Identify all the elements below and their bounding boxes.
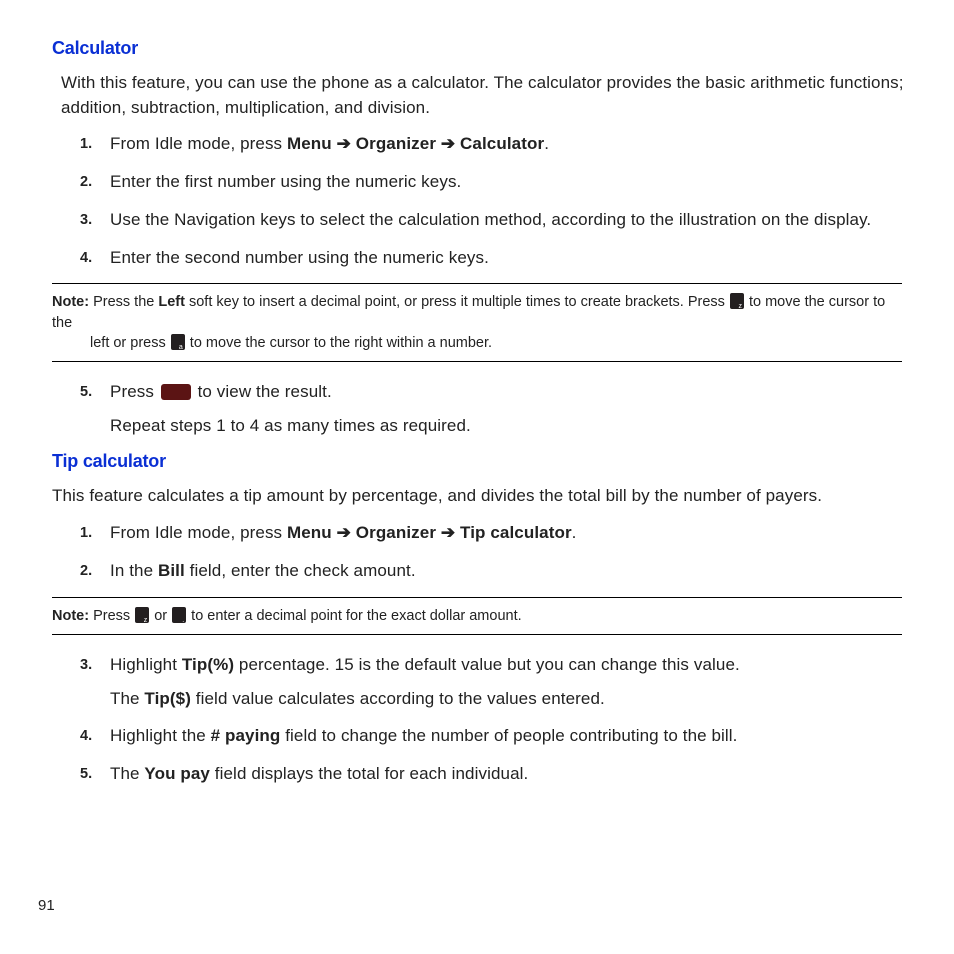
- key-a-icon: [171, 334, 185, 350]
- calc-step-5-sub: Repeat steps 1 to 4 as many times as req…: [110, 413, 916, 439]
- paying-bold: # paying: [211, 726, 281, 745]
- calc-step-3: Use the Navigation keys to select the ca…: [80, 208, 916, 233]
- note-text: to enter a decimal point for the exact d…: [187, 608, 522, 624]
- note-text: to move the cursor to the right within a…: [186, 335, 492, 351]
- calc-step-1: From Idle mode, press Menu ➔ Organizer ➔…: [80, 132, 916, 157]
- tip-calculator-bold: Tip calculator: [460, 523, 572, 542]
- calculator-bold: Calculator: [460, 134, 544, 153]
- tip-step-3-sub: The Tip($) field value calculates accord…: [110, 686, 916, 712]
- calc-step-2: Enter the first number using the numeric…: [80, 170, 916, 195]
- result-button-icon: [161, 384, 191, 400]
- text: field to change the number of people con…: [280, 726, 737, 745]
- calc-step-5: Press to view the result. Repeat steps 1…: [80, 380, 916, 438]
- tip-step-5: The You pay field displays the total for…: [80, 762, 916, 787]
- text: field, enter the check amount.: [185, 561, 416, 580]
- text: .: [544, 134, 549, 153]
- text: .: [572, 523, 577, 542]
- text: Enter the second number using the numeri…: [110, 248, 489, 267]
- left-bold: Left: [158, 294, 185, 310]
- tip-percent-bold: Tip(%): [182, 655, 234, 674]
- arrow-icon: ➔: [436, 523, 460, 542]
- note-label: Note:: [52, 608, 89, 624]
- note-text: Press: [89, 608, 134, 624]
- text: Use the Navigation keys to select the ca…: [110, 210, 871, 229]
- text: percentage. 15 is the default value but …: [234, 655, 740, 674]
- organizer-bold: Organizer: [356, 134, 436, 153]
- menu-bold: Menu: [287, 523, 332, 542]
- text: The: [110, 764, 144, 783]
- arrow-icon: ➔: [332, 134, 356, 153]
- text: field displays the total for each indivi…: [210, 764, 528, 783]
- note-text: Press the: [89, 294, 158, 310]
- text: Press: [110, 382, 159, 401]
- tip-intro: This feature calculates a tip amount by …: [52, 484, 916, 509]
- calculator-intro: With this feature, you can use the phone…: [61, 71, 916, 120]
- text: Highlight: [110, 655, 182, 674]
- note-text: left or press: [90, 335, 170, 351]
- you-pay-bold: You pay: [144, 764, 210, 783]
- tip-note-box: Note: Press or to enter a decimal point …: [52, 597, 902, 635]
- organizer-bold: Organizer: [356, 523, 436, 542]
- tip-dollar-bold: Tip($): [144, 689, 191, 708]
- tip-heading: Tip calculator: [52, 451, 916, 472]
- text: Enter the first number using the numeric…: [110, 172, 461, 191]
- text: Highlight the: [110, 726, 211, 745]
- text: The: [110, 689, 144, 708]
- arrow-icon: ➔: [436, 134, 460, 153]
- tip-step-4: Highlight the # paying field to change t…: [80, 724, 916, 749]
- calculator-heading: Calculator: [52, 38, 916, 59]
- calculator-note-box: Note: Press the Left soft key to insert …: [52, 283, 902, 362]
- key-dot-icon: [172, 607, 186, 623]
- menu-bold: Menu: [287, 134, 332, 153]
- text: In the: [110, 561, 158, 580]
- calc-step-4: Enter the second number using the numeri…: [80, 246, 916, 271]
- text: From Idle mode, press: [110, 134, 287, 153]
- page-number: 91: [38, 897, 55, 914]
- calculator-steps-list-2: Press to view the result. Repeat steps 1…: [80, 380, 916, 438]
- tip-step-1: From Idle mode, press Menu ➔ Organizer ➔…: [80, 521, 916, 546]
- arrow-icon: ➔: [332, 523, 356, 542]
- tip-step-3: Highlight Tip(%) percentage. 15 is the d…: [80, 653, 916, 711]
- note-text: soft key to insert a decimal point, or p…: [185, 294, 729, 310]
- text: to view the result.: [193, 382, 332, 401]
- tip-steps-list-2: Highlight Tip(%) percentage. 15 is the d…: [80, 653, 916, 787]
- bill-bold: Bill: [158, 561, 185, 580]
- text: From Idle mode, press: [110, 523, 287, 542]
- note-label: Note:: [52, 294, 89, 310]
- tip-steps-list: From Idle mode, press Menu ➔ Organizer ➔…: [80, 521, 916, 584]
- calculator-steps-list: From Idle mode, press Menu ➔ Organizer ➔…: [80, 132, 916, 270]
- key-z-icon: [135, 607, 149, 623]
- note-text: or: [150, 608, 171, 624]
- key-z-icon: [730, 293, 744, 309]
- text: field value calculates according to the …: [191, 689, 605, 708]
- tip-step-2: In the Bill field, enter the check amoun…: [80, 559, 916, 584]
